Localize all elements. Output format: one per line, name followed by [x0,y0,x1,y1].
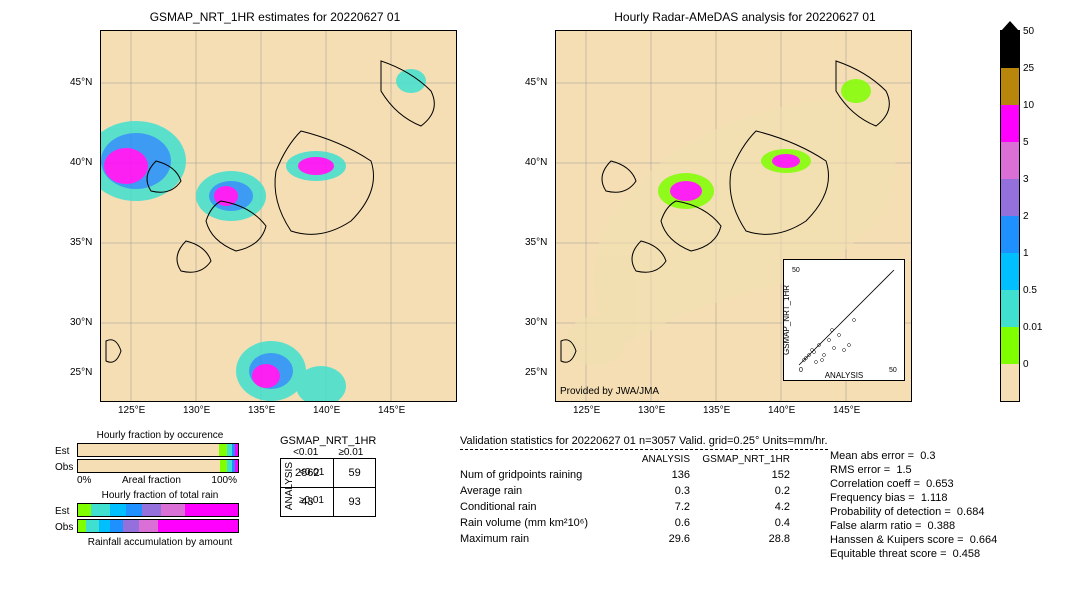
scatter-inset: ANALYSIS GSMAP_NRT_1HR 0 50 50 [783,259,905,381]
right-x-145e: 145°E [833,405,860,416]
cont-col0: <0.01 [293,447,318,458]
bar-xlabel: Areal fraction [122,475,181,486]
right-y-35n: 35°N [525,237,547,248]
left-y-35n: 35°N [70,237,92,248]
cont-10: 43 [281,488,334,517]
contingency-table: 286259 4393 [280,458,376,517]
scatter-xlabel: ANALYSIS [825,371,864,380]
left-x-125e: 125°E [118,405,145,416]
right-y-25n: 25°N [525,367,547,378]
left-y-25n: 25°N [70,367,92,378]
cont-col1: ≥0.01 [338,447,363,458]
rain-title: Hourly fraction of total rain [55,490,265,501]
est-label: Est [55,446,77,457]
cont-00: 2862 [281,459,334,488]
bar-x1: 100% [211,475,237,486]
right-x-130e: 130°E [638,405,665,416]
rain-obs-bar [77,519,239,533]
svg-text:0: 0 [799,367,803,374]
provided-by-label: Provided by JWA/JMA [560,386,659,397]
right-x-135e: 135°E [703,405,730,416]
colorbar: 50251053210.50.010 [1000,30,1020,402]
right-map-title: Hourly Radar-AMeDAS analysis for 2022062… [555,10,935,24]
cont-col-header: GSMAP_NRT_1HR [280,435,376,447]
left-y-40n: 40°N [70,157,92,168]
left-x-145e: 145°E [378,405,405,416]
right-map: ANALYSIS GSMAP_NRT_1HR 0 50 50 Provided … [555,30,912,402]
left-y-30n: 30°N [70,317,92,328]
bar-charts: Hourly fraction by occurence Est Obs 0% … [55,430,265,548]
obs-label-2: Obs [55,522,77,533]
bar-x0: 0% [77,475,91,486]
left-x-130e: 130°E [183,405,210,416]
accum-title: Rainfall accumulation by amount [55,537,265,548]
error-metrics: Mean abs error = 0.3RMS error = 1.5Corre… [830,450,997,562]
cont-01: 59 [334,459,375,488]
h-gsmap: GSMAP_NRT_1HR [690,454,790,465]
left-map-title: GSMAP_NRT_1HR estimates for 20220627 01 [100,10,450,24]
rain-est-bar [77,503,239,517]
h-analysis: ANALYSIS [620,454,690,465]
right-y-30n: 30°N [525,317,547,328]
occ-title: Hourly fraction by occurence [55,430,265,441]
scatter-ylabel: GSMAP_NRT_1HR [784,285,791,355]
cont-11: 93 [334,488,375,517]
occ-est-bar [77,443,239,457]
occ-obs-bar [77,459,239,473]
left-x-140e: 140°E [313,405,340,416]
right-x-125e: 125°E [573,405,600,416]
left-map [100,30,457,402]
validation-title: Validation statistics for 20220627 01 n=… [460,435,828,447]
est-label-2: Est [55,506,77,517]
left-x-135e: 135°E [248,405,275,416]
obs-label: Obs [55,462,77,473]
svg-text:50: 50 [889,367,897,374]
right-y-40n: 40°N [525,157,547,168]
left-y-45n: 45°N [70,77,92,88]
right-y-45n: 45°N [525,77,547,88]
right-x-140e: 140°E [768,405,795,416]
svg-text:50: 50 [792,267,800,274]
